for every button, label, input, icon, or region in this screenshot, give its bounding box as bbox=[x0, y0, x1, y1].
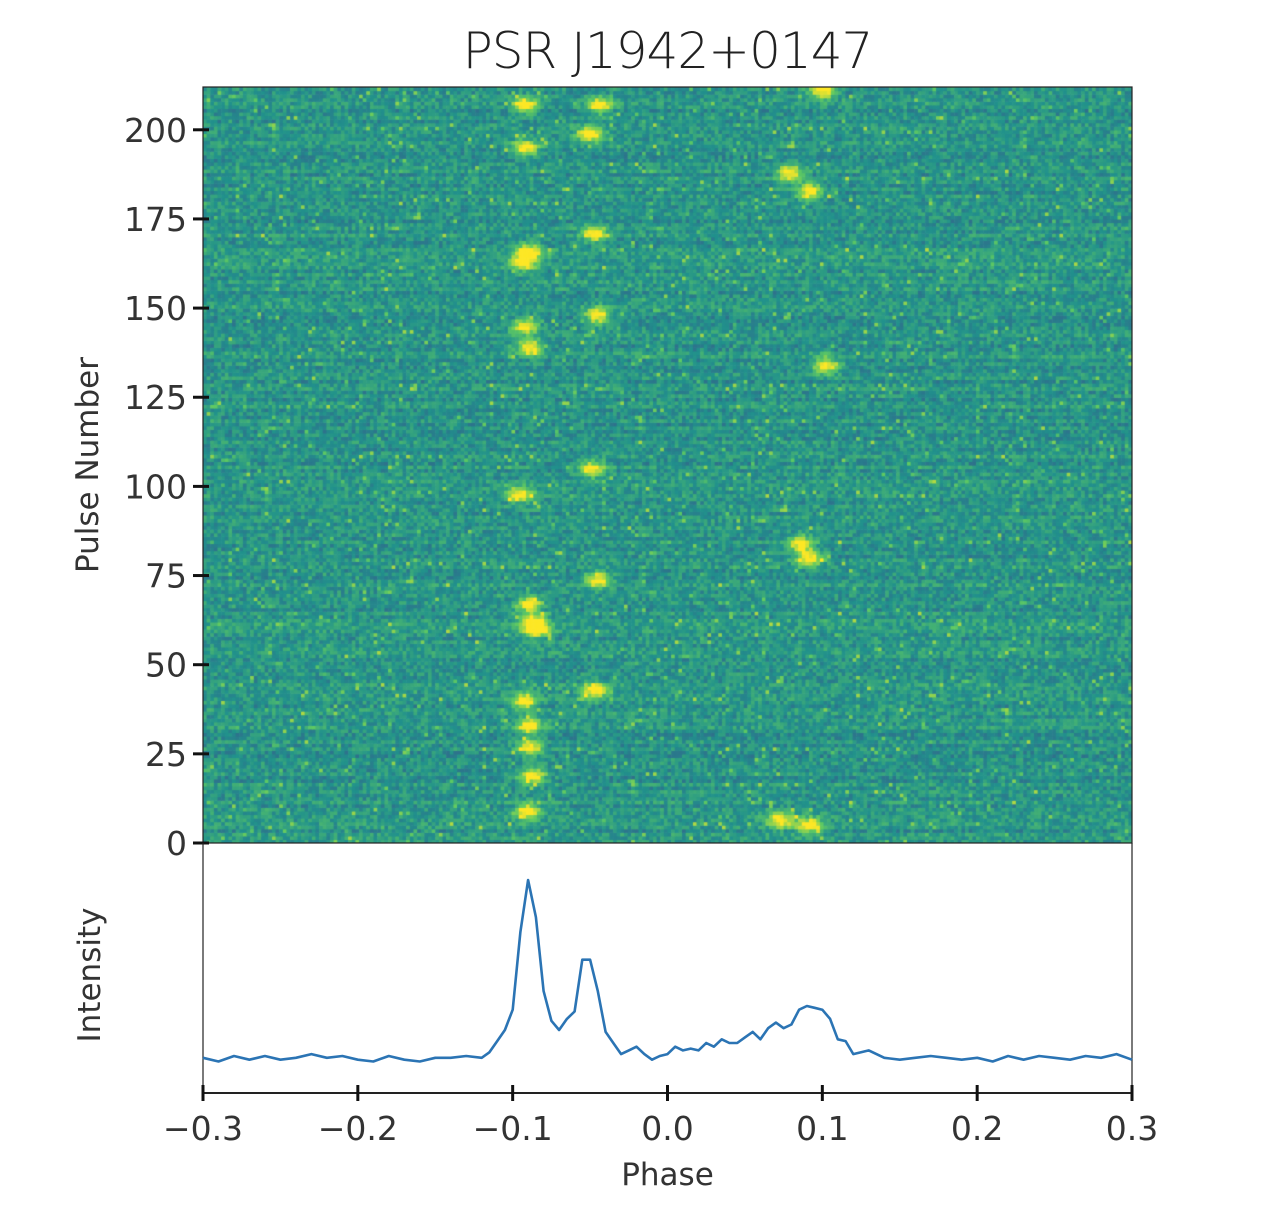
y-tick-label: 150 bbox=[124, 289, 187, 328]
chart-title: PSR J1942+0147 bbox=[462, 22, 874, 80]
profile-y-axis-label: Intensity bbox=[72, 908, 108, 1043]
y-tick-label: 25 bbox=[145, 735, 187, 774]
profile-line bbox=[202, 878, 1133, 1063]
y-tick-label: 50 bbox=[145, 646, 187, 685]
x-tick-label: −0.1 bbox=[473, 1109, 553, 1148]
y-tick-label: 175 bbox=[124, 200, 187, 239]
y-tick-label: 75 bbox=[145, 557, 187, 596]
x-axis-label: Phase bbox=[621, 1157, 714, 1193]
y-tick-label: 200 bbox=[124, 111, 187, 150]
y-tick-label: 125 bbox=[124, 378, 187, 417]
x-tick-label: 0.1 bbox=[796, 1109, 848, 1148]
x-tick-label: 0.2 bbox=[951, 1109, 1003, 1148]
x-tick-label: 0.0 bbox=[641, 1109, 693, 1148]
heatmap-frame bbox=[202, 86, 1133, 844]
heatmap-image bbox=[203, 87, 1132, 843]
x-tick-label: −0.2 bbox=[318, 1109, 398, 1148]
y-axis-label: Pulse Number bbox=[70, 357, 106, 573]
y-tick-label: 100 bbox=[124, 467, 187, 506]
y-tick-label: 0 bbox=[166, 824, 187, 863]
x-tick-label: 0.3 bbox=[1106, 1109, 1158, 1148]
x-tick-label: −0.3 bbox=[163, 1109, 243, 1148]
